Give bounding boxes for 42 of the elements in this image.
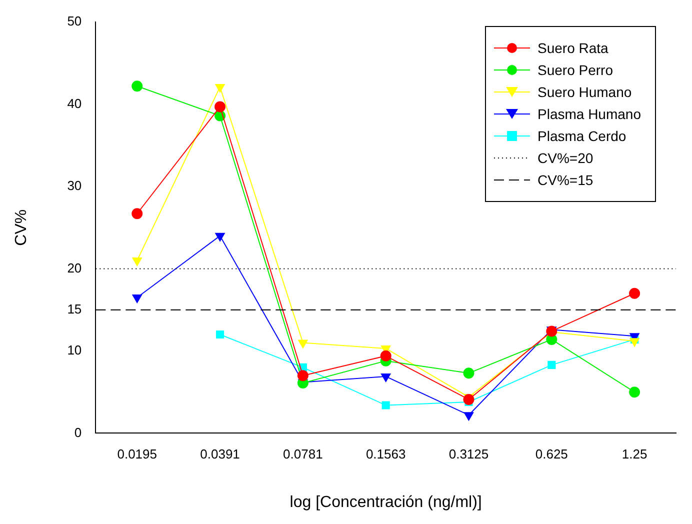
point [630,338,640,347]
point [629,386,640,398]
point [214,101,226,112]
y-tick-label: 50 [67,14,82,29]
x-tick-label: 0.0781 [283,446,323,462]
x-tick-label: 0.3125 [448,446,489,462]
point [629,288,640,299]
point [132,80,143,92]
legend-label: Plasma Humano [538,106,641,122]
y-tick-label: 0 [74,424,82,440]
legend-label: CV%=15 [538,172,594,188]
x-axis-title: log [Concentración (ng/ml)] [290,494,482,511]
x-tick-label: 0.0391 [200,446,240,462]
legend-label: Suero Humano [538,84,632,100]
legend-label: Suero Perro [538,62,613,78]
point [215,84,225,92]
legend-label: CV%=20 [538,150,594,166]
point [132,208,143,220]
y-tick-label: 30 [67,178,82,194]
point [381,373,391,382]
point [297,370,308,382]
point [380,350,392,362]
point [548,360,556,369]
y-tick-label: 40 [67,96,82,111]
legend-label: Plasma Cerdo [538,128,626,144]
y-tick-label: 10 [67,342,82,358]
point [464,412,474,421]
point [215,232,225,242]
point [298,340,308,348]
x-tick-label: 0.1563 [366,446,406,462]
point [132,294,142,304]
y-tick-label: 15 [67,301,82,316]
x-tick-label: 1.25 [622,446,648,462]
x-tick-label: 0.0195 [117,446,157,462]
y-tick-label: 20 [67,260,82,276]
y-axis-title: CV% [13,209,30,246]
point [463,368,474,379]
point [216,330,224,339]
point [382,401,390,410]
legend-label: Suero Rata [538,40,608,56]
x-tick-label: 0.625 [535,446,568,462]
point [132,257,142,266]
